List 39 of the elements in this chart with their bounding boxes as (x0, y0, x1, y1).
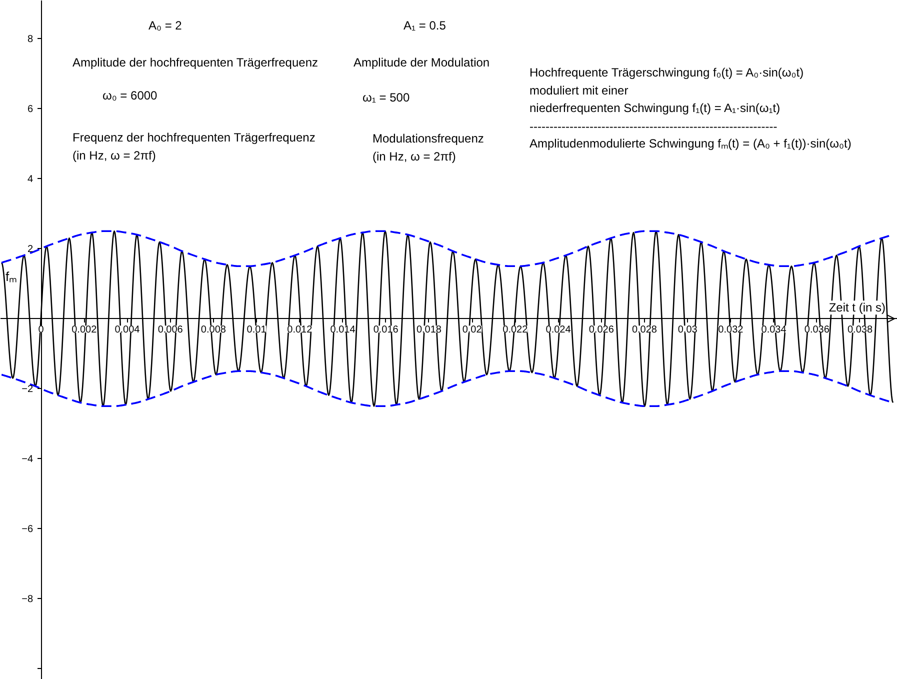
x-tick-label: 0.038 (847, 324, 873, 336)
x-tick-label: 0.022 (502, 324, 528, 336)
annotation: ω₁ = 500 (362, 90, 410, 104)
x-tick-label: 0.018 (416, 324, 442, 336)
y-tick-label: −6 (22, 524, 34, 536)
x-tick-label: 0.024 (546, 324, 572, 336)
annotation: A₀ = 2 (148, 18, 182, 32)
annotation: Frequenz der hochfrequenten Trägerfrequenz (in Hz, ω = 2πf) (72, 130, 316, 162)
y-tick-label: 6 (27, 104, 34, 116)
annotation: ω₀ = 6000 (102, 88, 158, 102)
x-tick-label: 0.036 (804, 324, 830, 336)
x-tick-label: 0.03 (678, 324, 698, 336)
x-tick-label: 0.006 (158, 324, 184, 336)
x-tick-label: 0.004 (114, 324, 140, 336)
x-tick-label: 0.01 (246, 324, 267, 336)
x-tick-label: 0.026 (588, 324, 614, 336)
annotation: Amplitude der hochfrequenten Trägerfrequenz (72, 56, 318, 70)
y-tick-label: −2 (22, 384, 34, 396)
x-tick-label: 0.012 (287, 324, 313, 336)
x-tick-label: 0.028 (632, 324, 658, 336)
y-tick-label: 2 (27, 244, 34, 256)
x-tick-label: 0.014 (330, 324, 356, 336)
annotation: Modulationsfrequenz (in Hz, ω = 2πf) (372, 132, 484, 164)
x-axis-title: Zeit t (in s) (828, 300, 886, 315)
annotation: A₁ = 0.5 (404, 18, 446, 32)
x-tick-label: 0.034 (761, 324, 787, 336)
x-tick-label: 0.016 (373, 324, 399, 336)
y-tick-label: −8 (22, 594, 34, 606)
x-tick-label: 0 (38, 324, 44, 336)
x-tick-label: 0.008 (200, 324, 226, 336)
x-tick-label: 0.032 (718, 324, 744, 336)
y-tick-label: 8 (27, 34, 34, 46)
y-tick-label: 4 (27, 174, 34, 186)
y-tick-label: −4 (22, 454, 34, 466)
x-tick-label: 0.02 (462, 324, 482, 336)
x-tick-label: 0.002 (72, 324, 98, 336)
series-label: fₘ (6, 269, 18, 284)
annotation: Hochfrequente Trägerschwingung f₀(t) = A₀·sin(ω₀t) moduliert mit einer niederfrequenten Schwingung f₁(t) = A₁·sin(ω₁t) -------------------------------------------------------------- Amplitudenmodulierte Schwingung fₘ(t) = (A₀ + f₁(t))·sin(ω₀t) (530, 66, 852, 151)
annotation: Amplitude der Modulation (354, 56, 490, 70)
